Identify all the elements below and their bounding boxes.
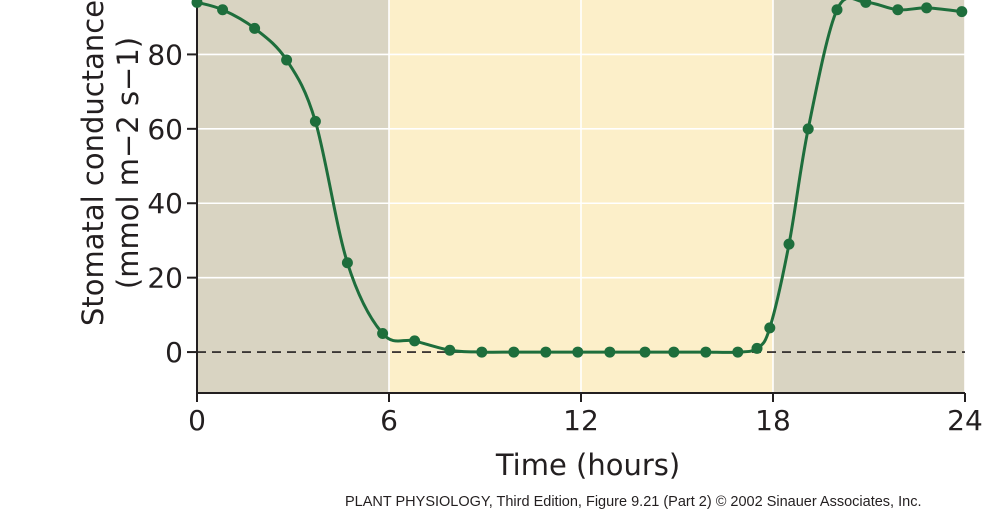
figure-caption: PLANT PHYSIOLOGY, Third Edition, Figure … [345, 494, 921, 510]
tick-labels: 0 20 40 60 80 0 6 12 18 24 [147, 38, 982, 437]
data-point-25 [921, 2, 933, 14]
data-point-7 [409, 335, 421, 347]
data-point-4 [309, 115, 321, 127]
data-point-14 [639, 346, 651, 358]
data-point-12 [572, 346, 584, 358]
y-tick-label-0: 0 [165, 336, 183, 369]
y-tick-label-60: 60 [147, 113, 183, 146]
caption-text: , Third Edition, Figure 9.21 (Part 2) © … [488, 494, 922, 510]
data-point-16 [700, 346, 712, 358]
x-tick-label-0: 0 [188, 404, 206, 437]
data-point-0 [191, 0, 203, 8]
shaded-region-2 [773, 0, 965, 393]
data-point-9 [476, 346, 488, 358]
data-point-20 [783, 238, 795, 250]
y-axis-title: Stomatal conductance (mmol m−2 s−1) [76, 0, 145, 326]
y-tick-label-40: 40 [147, 187, 183, 220]
data-point-15 [668, 346, 680, 358]
y-tick-label-20: 20 [147, 262, 183, 295]
data-point-11 [540, 346, 552, 358]
gridlines [197, 0, 966, 393]
data-point-3 [281, 54, 293, 66]
data-point-2 [249, 22, 261, 34]
data-point-1 [217, 4, 229, 16]
data-point-26 [956, 6, 968, 18]
y-axis-title-line2: (mmol m−2 s−1) [111, 37, 145, 289]
data-point-24 [892, 4, 904, 16]
axes [187, 0, 966, 402]
data-point-10 [508, 346, 520, 358]
x-tick-label-6: 6 [380, 404, 398, 437]
data-point-6 [377, 327, 389, 339]
data-point-18 [751, 342, 763, 354]
x-axis-title: Time (hours) [495, 448, 680, 482]
data-point-23 [860, 0, 872, 8]
data-point-21 [802, 123, 814, 135]
data-point-17 [732, 346, 744, 358]
data-point-19 [764, 322, 776, 334]
y-tick-label-80: 80 [147, 38, 183, 71]
x-tick-label-12: 12 [563, 404, 599, 437]
y-axis-title-line1: Stomatal conductance [76, 0, 110, 326]
data-point-8 [444, 344, 456, 356]
data-point-22 [831, 4, 843, 16]
data-point-5 [341, 257, 353, 269]
shaded-region-0 [197, 0, 389, 393]
data-point-13 [604, 346, 616, 358]
x-tick-label-18: 18 [755, 404, 791, 437]
caption-book-title: PLANT PHYSIOLOGY [345, 494, 489, 510]
x-tick-label-24: 24 [947, 404, 983, 437]
data-series [191, 0, 968, 358]
